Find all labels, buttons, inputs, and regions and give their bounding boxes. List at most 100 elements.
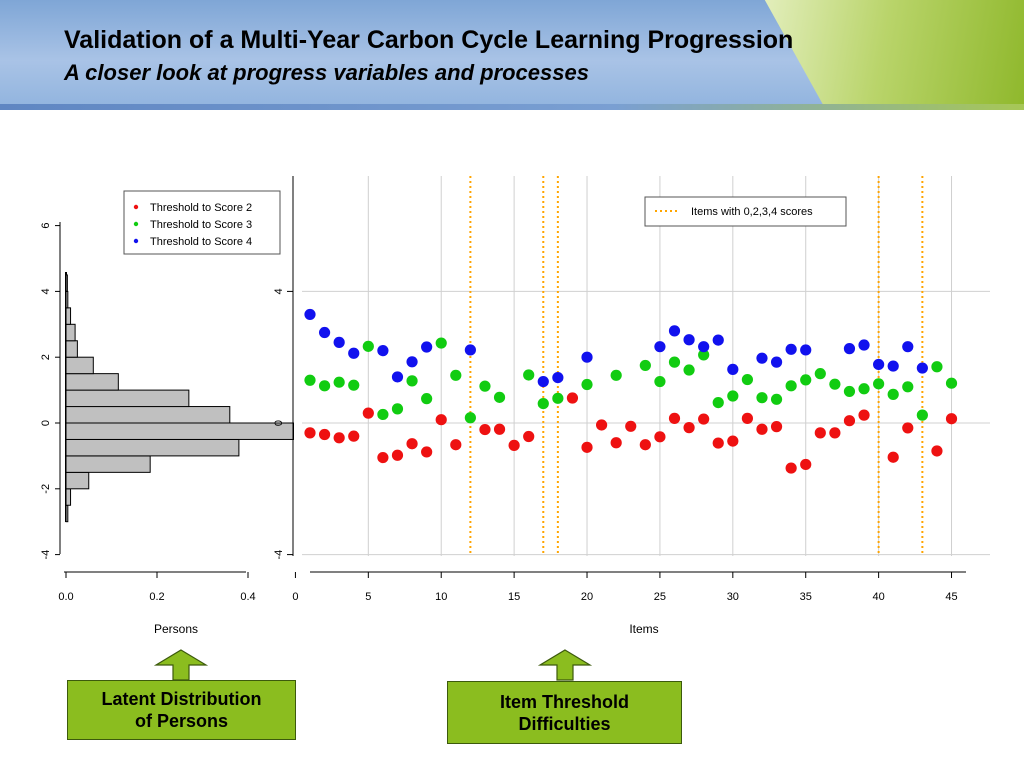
point-score2-item-15 <box>508 439 520 451</box>
point-score3-item-36 <box>814 368 826 380</box>
point-score3-item-45 <box>945 377 958 389</box>
point-score4-item-38 <box>843 343 856 355</box>
point-score2-item-5 <box>362 407 374 419</box>
point-score4-item-18 <box>552 371 564 384</box>
scatter-y-tick-label-1: 0 <box>273 420 285 426</box>
scatter-points <box>304 308 958 474</box>
callout-latent-text: Latent Distribution of Persons <box>102 688 262 732</box>
point-score2-item-11 <box>450 439 462 451</box>
hist-x-axis-label: Persons <box>154 622 198 636</box>
point-score2-item-41 <box>887 451 899 463</box>
item-thresholds-scatter: -4 0 4 0 5 10 15 20 25 30 35 40 45 Items Items with… <box>273 176 990 636</box>
persons-histogram: -4 -2 0 2 4 6 0.0 0.2 0.4 Persons Threshold to … <box>40 190 294 636</box>
point-score2-item-21 <box>596 419 608 431</box>
point-score4-item-1 <box>304 308 316 321</box>
point-score3-item-24 <box>639 359 651 372</box>
point-score3-item-25 <box>654 375 666 388</box>
page-title: Validation of a Multi-Year Carbon Cycle … <box>64 26 794 54</box>
point-score2-item-27 <box>683 422 695 434</box>
scatter-x-ticks: 0 5 10 15 20 25 30 35 40 45 <box>292 572 958 603</box>
scatter-x-axis-label: Items <box>629 622 658 636</box>
scatter-x-tick-label-4: 20 <box>581 591 593 603</box>
point-score3-item-14 <box>493 391 506 403</box>
point-score4-item-28 <box>698 341 710 353</box>
right-callout-arrow <box>537 649 593 681</box>
point-score4-item-7 <box>391 371 404 383</box>
callout-item-threshold: Item Threshold Difficulties <box>447 681 682 744</box>
point-score4-item-39 <box>858 339 870 351</box>
point-score4-item-6 <box>377 345 389 357</box>
up-arrow-icon <box>153 649 209 681</box>
hist-bar-2 <box>65 471 90 490</box>
point-score2-item-38 <box>843 415 856 427</box>
point-score3-item-1 <box>304 374 316 386</box>
point-score2-item-44 <box>931 445 943 457</box>
hist-bar-12 <box>65 307 72 325</box>
point-score4-item-29 <box>712 334 724 346</box>
point-score3-item-32 <box>756 392 768 404</box>
point-score2-item-42 <box>902 422 914 434</box>
hist-x-tick-label-1: 0.2 <box>149 591 164 603</box>
hist-y-ticks: -4 -2 0 2 4 6 <box>40 223 60 560</box>
point-score3-item-39 <box>858 383 870 395</box>
scatter-x-tick-label-3: 15 <box>508 591 520 603</box>
point-score3-item-31 <box>741 373 754 386</box>
point-score3-item-2 <box>318 380 331 392</box>
point-score3-item-20 <box>581 378 593 391</box>
point-score4-item-25 <box>654 341 666 353</box>
point-score2-item-34 <box>785 462 797 474</box>
point-score2-item-10 <box>435 414 447 426</box>
callout-item-line2: Difficulties <box>518 713 611 734</box>
point-score4-item-8 <box>406 356 418 368</box>
point-score3-item-7 <box>391 403 404 415</box>
hist-y-tick-label-5: 6 <box>40 223 52 229</box>
point-score3-item-43 <box>916 409 928 421</box>
hist-y-tick-label-4: 4 <box>40 288 52 294</box>
point-score3-item-16 <box>523 369 535 381</box>
scatter-x-tick-label-2: 10 <box>435 591 447 603</box>
slide-header: Validation of a Multi-Year Carbon Cycle … <box>0 0 1024 110</box>
point-score4-item-17 <box>537 375 549 388</box>
legend-score3-marker <box>133 221 139 227</box>
point-score4-item-20 <box>581 351 593 363</box>
point-score4-item-33 <box>770 356 783 368</box>
scatter-y-tick-label-2: 4 <box>273 288 285 294</box>
marker-legend-box <box>644 196 847 227</box>
scatter-x-tick-label-8: 40 <box>872 591 884 603</box>
point-score3-item-41 <box>887 388 899 400</box>
hist-x-tick-label-0: 0.0 <box>58 591 73 603</box>
page-subtitle: A closer look at progress variables and … <box>64 60 589 85</box>
point-score2-item-16 <box>523 430 535 443</box>
point-score3-item-11 <box>450 369 462 381</box>
point-score3-item-27 <box>683 364 695 376</box>
point-score4-item-2 <box>318 326 331 339</box>
hist-bar-4 <box>65 438 240 457</box>
hist-bar-6 <box>65 406 231 424</box>
hist-x-ticks: 0.0 0.2 0.4 <box>58 572 256 603</box>
marker-items-legend: Items with 0,2,3,4 scores <box>644 196 847 227</box>
hist-x-tick-label-2: 0.4 <box>240 591 255 603</box>
point-score4-item-42 <box>902 341 914 353</box>
hist-y-tick-label-0: -4 <box>40 550 52 560</box>
point-score2-item-26 <box>668 412 681 424</box>
point-score3-item-18 <box>552 392 564 404</box>
point-score3-item-33 <box>770 393 783 405</box>
hist-bar-13 <box>65 290 69 309</box>
point-score2-item-45 <box>945 413 958 425</box>
point-score2-item-13 <box>479 423 491 436</box>
point-score2-item-20 <box>581 441 593 453</box>
hist-y-tick-label-2: 0 <box>40 420 52 426</box>
legend-score3-label: Threshold to Score 3 <box>150 219 252 231</box>
point-score3-item-44 <box>931 361 943 373</box>
callout-latent-line2: of Persons <box>134 711 229 731</box>
point-score2-item-2 <box>318 428 331 441</box>
point-score2-item-4 <box>348 430 360 442</box>
point-score4-item-35 <box>800 344 812 356</box>
point-score2-item-24 <box>639 439 651 451</box>
point-score4-item-12 <box>464 344 476 356</box>
point-score3-item-34 <box>785 380 797 392</box>
header-band <box>0 104 1024 110</box>
left-callout-arrow <box>153 649 209 681</box>
point-score3-item-4 <box>348 379 360 391</box>
callout-item-text: Item Threshold Difficulties <box>500 691 629 735</box>
